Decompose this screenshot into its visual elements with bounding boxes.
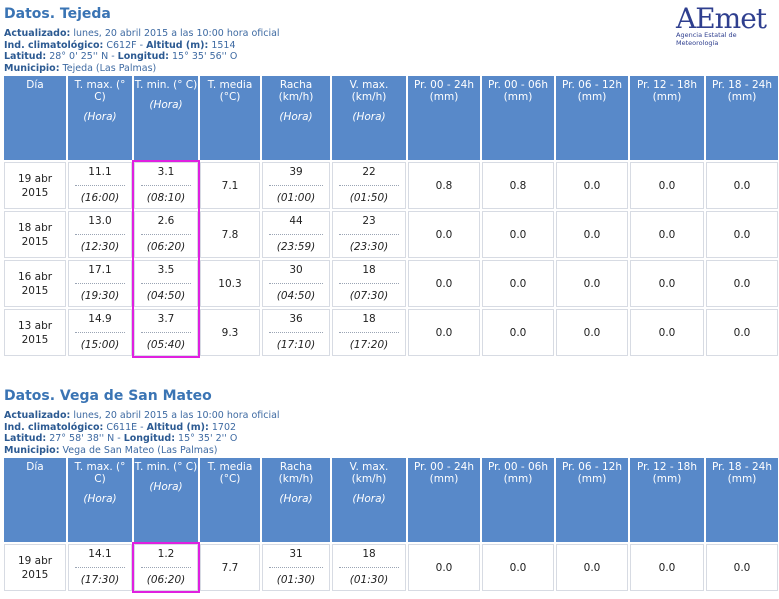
pr5-cell: 0.0 (706, 211, 778, 258)
table-row: 13 abr 2015 14.9 (15:00) 3.7 (05:40) 9.3 36 (17:… (4, 309, 778, 356)
station-meta: Actualizado: lunes, 20 abril 2015 a las … (4, 410, 280, 456)
tmax-cell: 17.1 (19:30) (68, 260, 132, 307)
racha-cell: 31 (01:30) (262, 544, 330, 591)
day-cell: 18 abr 2015 (4, 211, 66, 258)
vmax-cell: 18 (07:30) (332, 260, 406, 307)
header-vmax: V. max. (km/h) (Hora) (332, 76, 406, 160)
pr2-cell: 0.8 (482, 162, 554, 209)
pr4-cell: 0.0 (630, 211, 704, 258)
header-pr-12-18: Pr. 12 - 18h (mm) (630, 76, 704, 160)
tmin-highlight (132, 160, 200, 358)
tmax-cell: 14.9 (15:00) (68, 309, 132, 356)
header-tmax: T. max. (° C) (Hora) (68, 76, 132, 160)
vmax-cell: 22 (01:50) (332, 162, 406, 209)
station-meta: Actualizado: lunes, 20 abril 2015 a las … (4, 28, 280, 74)
pr5-cell: 0.0 (706, 309, 778, 356)
pr5-cell: 0.0 (706, 260, 778, 307)
pr1-cell: 0.0 (408, 544, 480, 591)
pr3-cell: 0.0 (556, 544, 628, 591)
pr2-cell: 0.0 (482, 260, 554, 307)
aemet-logo-subtitle: Agencia Estatal de Meteorología (676, 31, 737, 47)
station-vega-de-san-mateo: Datos. Vega de San Mateo Actualizado: lu… (4, 382, 778, 593)
station-title: Datos. Vega de San Mateo (4, 388, 212, 404)
pr1-cell: 0.0 (408, 211, 480, 258)
tmax-cell: 14.1 (17:30) (68, 544, 132, 591)
table-row: 18 abr 2015 13.0 (12:30) 2.6 (06:20) 7.8 44 (23:… (4, 211, 778, 258)
pr4-cell: 0.0 (630, 544, 704, 591)
pr5-cell: 0.0 (706, 162, 778, 209)
observations-table: Día T. max. (° C) (Hora) T. min. (° C) (Hora… (2, 456, 779, 593)
pr4-cell: 0.0 (630, 260, 704, 307)
racha-cell: 36 (17:10) (262, 309, 330, 356)
pr2-cell: 0.0 (482, 544, 554, 591)
pr1-cell: 0.0 (408, 309, 480, 356)
pr1-cell: 0.0 (408, 260, 480, 307)
tmed-cell: 9.3 (200, 309, 260, 356)
header-pr-00-24: Pr. 00 - 24h (mm) (408, 458, 480, 542)
header-pr-00-06: Pr. 00 - 06h (mm) (482, 458, 554, 542)
tmin-cell: 3.1 (08:10) (134, 162, 198, 209)
tmax-cell: 11.1 (16:00) (68, 162, 132, 209)
day-cell: 13 abr 2015 (4, 309, 66, 356)
tmax-cell: 13.0 (12:30) (68, 211, 132, 258)
aemet-logo-text: AEmet (676, 2, 767, 35)
header-pr-18-24: Pr. 18 - 24h (mm) (706, 76, 778, 160)
header-day: Día (4, 458, 66, 542)
header-vmax: V. max. (km/h) (Hora) (332, 458, 406, 542)
tmed-cell: 7.1 (200, 162, 260, 209)
tmin-cell: 3.5 (04:50) (134, 260, 198, 307)
pr3-cell: 0.0 (556, 162, 628, 209)
header-pr-00-06: Pr. 00 - 06h (mm) (482, 76, 554, 160)
pr3-cell: 0.0 (556, 309, 628, 356)
header-tmin: T. min. (° C) (Hora) (134, 76, 198, 160)
station-tejeda: Datos. Tejeda Actualizado: lunes, 20 abr… (4, 0, 778, 358)
pr2-cell: 0.0 (482, 309, 554, 356)
day-cell: 19 abr 2015 (4, 544, 66, 591)
racha-cell: 39 (01:00) (262, 162, 330, 209)
aemet-logo: AEmet Agencia Estatal de Meteorología (676, 2, 776, 50)
pr4-cell: 0.0 (630, 162, 704, 209)
pr3-cell: 0.0 (556, 211, 628, 258)
pr2-cell: 0.0 (482, 211, 554, 258)
header-racha: Racha (km/h) (Hora) (262, 76, 330, 160)
station-title: Datos. Tejeda (4, 6, 111, 22)
header-tmin: T. min. (° C) (Hora) (134, 458, 198, 542)
table-row: 19 abr 2015 14.1 (17:30) 1.2 (06:20) 7.7 31 (01:… (4, 544, 778, 591)
pr4-cell: 0.0 (630, 309, 704, 356)
header-pr-18-24: Pr. 18 - 24h (mm) (706, 458, 778, 542)
tmed-cell: 7.7 (200, 544, 260, 591)
tmed-cell: 7.8 (200, 211, 260, 258)
header-pr-00-24: Pr. 00 - 24h (mm) (408, 76, 480, 160)
pr1-cell: 0.8 (408, 162, 480, 209)
pr5-cell: 0.0 (706, 544, 778, 591)
header-pr-12-18: Pr. 12 - 18h (mm) (630, 458, 704, 542)
table-row: 19 abr 2015 11.1 (16:00) 3.1 (08:10) 7.1 39 (01:… (4, 162, 778, 209)
pr3-cell: 0.0 (556, 260, 628, 307)
day-cell: 19 abr 2015 (4, 162, 66, 209)
observations-table: Día T. max. (° C) (Hora) T. min. (° C) (Hora… (2, 74, 779, 358)
tmin-cell: 3.7 (05:40) (134, 309, 198, 356)
day-cell: 16 abr 2015 (4, 260, 66, 307)
vmax-cell: 18 (17:20) (332, 309, 406, 356)
vmax-cell: 23 (23:30) (332, 211, 406, 258)
tmin-highlight (132, 542, 200, 593)
header-tmed: T. media (°C) (200, 458, 260, 542)
tmin-cell: 1.2 (06:20) (134, 544, 198, 591)
vmax-cell: 18 (01:30) (332, 544, 406, 591)
header-tmed: T. media (°C) (200, 76, 260, 160)
racha-cell: 44 (23:59) (262, 211, 330, 258)
header-tmax: T. max. (° C) (Hora) (68, 458, 132, 542)
table-row: 16 abr 2015 17.1 (19:30) 3.5 (04:50) 10.3 30 (04… (4, 260, 778, 307)
header-pr-06-12: Pr. 06 - 12h (mm) (556, 458, 628, 542)
tmed-cell: 10.3 (200, 260, 260, 307)
header-pr-06-12: Pr. 06 - 12h (mm) (556, 76, 628, 160)
tmin-cell: 2.6 (06:20) (134, 211, 198, 258)
header-racha: Racha (km/h) (Hora) (262, 458, 330, 542)
header-day: Día (4, 76, 66, 160)
racha-cell: 30 (04:50) (262, 260, 330, 307)
